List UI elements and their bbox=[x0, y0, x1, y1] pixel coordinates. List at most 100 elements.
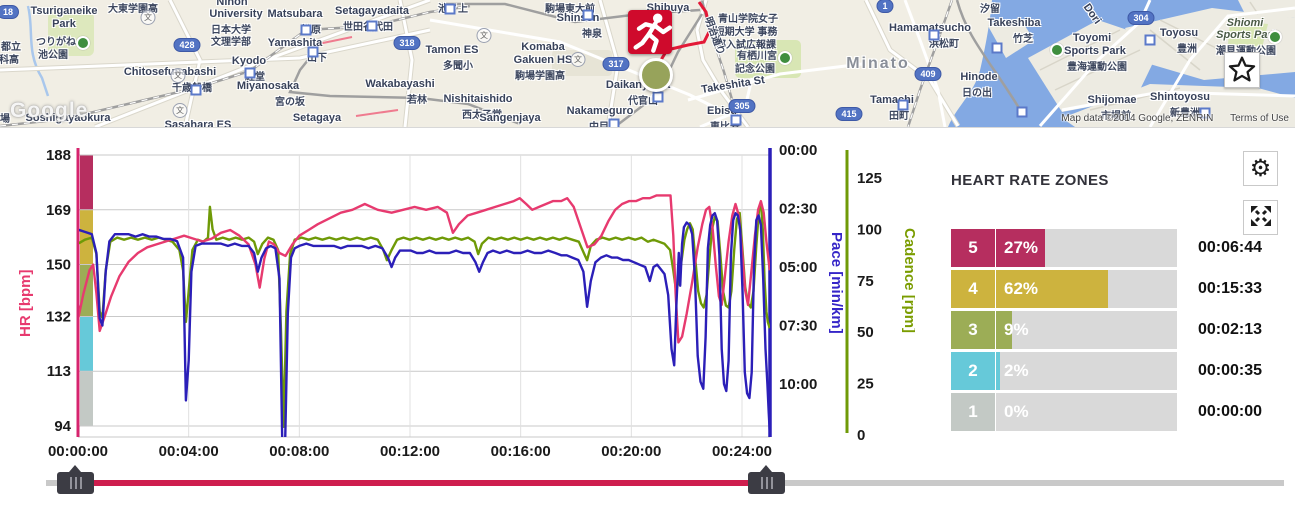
chart-canvas: 188 169 150 132 113 94 00:00 02:30 05:00 07:30 10:… bbox=[17, 142, 918, 460]
zone-time: 00:02:13 bbox=[1198, 321, 1263, 338]
map-label: 部入試広報課 bbox=[716, 40, 776, 51]
runner-icon bbox=[633, 13, 672, 53]
map-label: 新豊洲 bbox=[1170, 108, 1200, 119]
station-marker bbox=[300, 24, 312, 36]
zone-bar-track bbox=[996, 229, 1177, 267]
heart-rate-zones-panel: HEART RATE ZONES ⚙ 5 27% 00:06:44 4 bbox=[940, 140, 1295, 450]
map-label: 竹芝 bbox=[1013, 34, 1033, 45]
hr-zone-band-segment bbox=[80, 155, 93, 210]
hr-zone-band-segment bbox=[80, 264, 93, 317]
park-icon bbox=[1050, 43, 1064, 57]
route-map[interactable]: Tsuriganeike Park つりがね 池公園 大東学園高 Nihon Univers… bbox=[0, 0, 1295, 128]
station-marker bbox=[582, 9, 594, 21]
route-shield: 415 bbox=[835, 107, 863, 121]
map-label: Takeshiba bbox=[987, 17, 1041, 29]
expand-fullscreen-button[interactable] bbox=[1243, 200, 1278, 235]
zone-time: 00:00:00 bbox=[1198, 403, 1263, 420]
zone-row-4: 4 62% 00:15:33 bbox=[951, 270, 1295, 308]
slider-handle-right[interactable] bbox=[748, 465, 785, 494]
map-label: 記念公園 bbox=[735, 64, 775, 75]
map-label: 文 bbox=[170, 68, 186, 83]
svg-text:00:08:00: 00:08:00 bbox=[269, 443, 329, 460]
map-label: Hinode bbox=[960, 71, 998, 83]
map-label: Nishitaishido bbox=[443, 93, 513, 105]
map-label: 若林 bbox=[407, 95, 427, 106]
map-label: 青山学院女子 bbox=[718, 14, 778, 25]
hr-zone-band-segment bbox=[80, 316, 93, 372]
route-shield: 304 bbox=[1127, 11, 1155, 25]
map-label: Gakuen HS bbox=[513, 54, 573, 66]
map-label: 場 bbox=[0, 114, 10, 125]
map-label: 神泉 bbox=[582, 29, 602, 40]
hr-zone-band-segment bbox=[80, 371, 93, 426]
expand-icon bbox=[1250, 206, 1271, 226]
map-label: 有栖川宮 bbox=[737, 51, 777, 62]
zone-bar-fill bbox=[996, 352, 1000, 390]
svg-text:75: 75 bbox=[857, 273, 874, 290]
svg-text:00:12:00: 00:12:00 bbox=[380, 443, 440, 460]
star-icon bbox=[1228, 56, 1256, 82]
google-logo: Google bbox=[10, 99, 89, 122]
zone-percent: 2% bbox=[1004, 361, 1029, 380]
station-marker bbox=[1016, 106, 1028, 118]
terms-of-use-link[interactable]: Terms of Use bbox=[1230, 113, 1289, 124]
station-marker bbox=[444, 3, 456, 15]
svg-text:50: 50 bbox=[857, 324, 874, 341]
map-label: 都立 bbox=[1, 42, 21, 53]
map-label: Miyanosaka bbox=[236, 80, 300, 92]
map-label: 池公園 bbox=[38, 50, 68, 61]
zone-bar-track bbox=[996, 311, 1177, 349]
map-label: 田町 bbox=[889, 111, 909, 122]
svg-text:125: 125 bbox=[857, 170, 882, 187]
map-label: Dori bbox=[1080, 1, 1104, 27]
station-marker bbox=[366, 20, 378, 32]
slider-handle-left[interactable] bbox=[57, 465, 94, 494]
zone-row-5: 5 27% 00:06:44 bbox=[951, 229, 1295, 267]
route-shield: 409 bbox=[914, 67, 942, 81]
map-label-layer: Tsuriganeike Park つりがね 池公園 大東学園高 Nihon Univers… bbox=[0, 0, 1295, 127]
slider-selected-range[interactable] bbox=[75, 480, 766, 486]
settings-button[interactable]: ⚙ bbox=[1243, 151, 1278, 186]
map-label: Wakabayashi bbox=[365, 78, 435, 90]
activity-runner-marker[interactable] bbox=[628, 10, 672, 54]
map-label: 代官山 bbox=[628, 96, 658, 107]
zone-bar-track bbox=[996, 352, 1177, 390]
zone-percent: 9% bbox=[1004, 320, 1029, 339]
station-marker bbox=[897, 99, 909, 111]
svg-text:150: 150 bbox=[46, 257, 71, 274]
map-label: Park bbox=[52, 18, 76, 30]
zone-bar-track bbox=[996, 393, 1177, 431]
svg-text:00:00:00: 00:00:00 bbox=[48, 443, 108, 460]
map-label: Shiomi bbox=[1226, 17, 1264, 29]
map-attribution: Map data ©2014 Google, ZENRIN bbox=[1061, 113, 1214, 124]
park-icon bbox=[1268, 30, 1282, 44]
map-label: Setagayadaita bbox=[335, 5, 409, 17]
station-marker bbox=[730, 114, 742, 126]
zone-percent: 0% bbox=[1004, 402, 1029, 421]
route-shield: 318 bbox=[393, 36, 421, 50]
svg-text:00:00: 00:00 bbox=[779, 142, 817, 159]
favorite-star-button[interactable] bbox=[1224, 52, 1260, 88]
map-label: Toyomi bbox=[1072, 32, 1112, 44]
route-shield: 1 bbox=[876, 0, 894, 13]
svg-text:94: 94 bbox=[54, 418, 71, 435]
zone-bar-track bbox=[996, 270, 1177, 308]
svg-text:25: 25 bbox=[857, 376, 874, 393]
hr-zone-band-segment bbox=[80, 209, 93, 265]
svg-text:07:30: 07:30 bbox=[779, 318, 817, 335]
map-label: 恵比寿 bbox=[710, 122, 740, 128]
zones-panel-title: HEART RATE ZONES bbox=[951, 172, 1109, 189]
map-label: 大東学園高 bbox=[108, 4, 158, 15]
route-position-marker[interactable] bbox=[639, 58, 673, 92]
training-chart[interactable]: 188 169 150 132 113 94 00:00 02:30 05:00 07:30 10:… bbox=[0, 135, 918, 485]
map-label: 浜松町 bbox=[929, 39, 959, 50]
park-icon bbox=[778, 51, 792, 65]
zone-number-badge: 4 bbox=[951, 270, 995, 308]
map-label: 潮見運動公園 bbox=[1216, 42, 1276, 57]
svg-text:188: 188 bbox=[46, 147, 71, 164]
grip-icon bbox=[765, 477, 768, 489]
station-marker bbox=[190, 84, 202, 96]
zone-row-2: 2 2% 00:00:35 bbox=[951, 352, 1295, 390]
map-label: Minato bbox=[846, 55, 910, 72]
